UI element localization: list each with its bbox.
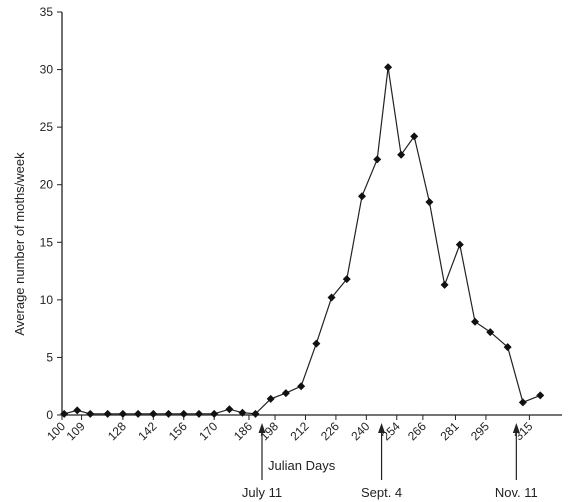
- data-point: [440, 280, 449, 289]
- data-point: [327, 293, 336, 302]
- y-tick-label: 0: [46, 408, 53, 422]
- data-point: [194, 409, 203, 418]
- y-tick-label: 5: [46, 350, 53, 364]
- data-points: [60, 63, 545, 418]
- data-point: [342, 275, 351, 284]
- annotation-arrow-head: [258, 423, 266, 433]
- y-tick-label: 35: [40, 5, 54, 19]
- data-point: [358, 192, 366, 201]
- y-axis-title: Average number of moths/week: [12, 152, 27, 336]
- x-tick-label: 266: [405, 419, 429, 443]
- annotation-label: July 11: [242, 485, 282, 500]
- data-point: [486, 328, 495, 337]
- data-point: [281, 389, 290, 398]
- data-point: [73, 406, 82, 415]
- data-point: [86, 409, 95, 418]
- data-point: [373, 155, 382, 164]
- series-line: [64, 67, 541, 415]
- data-point: [536, 391, 545, 400]
- x-axis-title: Julian Days: [268, 458, 336, 473]
- x-tick-label: 240: [348, 419, 372, 443]
- y-tick-label: 15: [40, 235, 54, 249]
- x-tick-label: 128: [105, 419, 129, 443]
- x-tick-label: 142: [135, 419, 159, 443]
- data-point: [251, 409, 260, 418]
- data-point: [179, 409, 188, 418]
- data-point: [238, 408, 247, 417]
- x-tick-label: 170: [196, 419, 220, 443]
- data-point: [410, 132, 419, 141]
- data-point: [397, 150, 406, 159]
- data-point: [471, 317, 480, 326]
- x-tick-label: 156: [166, 419, 190, 443]
- x-tick-label: 186: [231, 419, 255, 443]
- y-tick-label: 10: [40, 293, 54, 307]
- date-annotations: July 11 Sept. 4 Nov. 11: [242, 423, 538, 500]
- annotation-arrow-head: [378, 423, 386, 433]
- data-point: [60, 409, 69, 418]
- data-point: [384, 63, 393, 72]
- y-tick-label: 30: [40, 63, 54, 77]
- x-tick-label: 212: [288, 419, 312, 443]
- data-point: [455, 240, 464, 249]
- y-tick-label: 25: [40, 120, 54, 134]
- data-point: [210, 409, 219, 418]
- data-point: [312, 339, 321, 348]
- data-point: [503, 343, 512, 352]
- data-point: [225, 405, 234, 414]
- data-point: [266, 394, 275, 403]
- data-point: [118, 409, 127, 418]
- x-tick-label: 226: [318, 419, 342, 443]
- data-point: [164, 409, 173, 418]
- annotation-label: Sept. 4: [361, 485, 402, 500]
- annotation-label: Nov. 11: [495, 485, 538, 500]
- x-tick-label: 109: [64, 419, 88, 443]
- data-point: [425, 197, 434, 206]
- annotation-arrow-head: [512, 423, 520, 433]
- data-point: [518, 398, 527, 407]
- y-tick-label: 20: [40, 178, 54, 192]
- data-point: [103, 409, 112, 418]
- x-tick-label: 295: [468, 419, 492, 443]
- data-point: [134, 409, 143, 418]
- series-polyline: [64, 67, 541, 415]
- x-tick-label: 281: [438, 419, 462, 443]
- data-point: [149, 409, 158, 418]
- data-point: [297, 382, 306, 391]
